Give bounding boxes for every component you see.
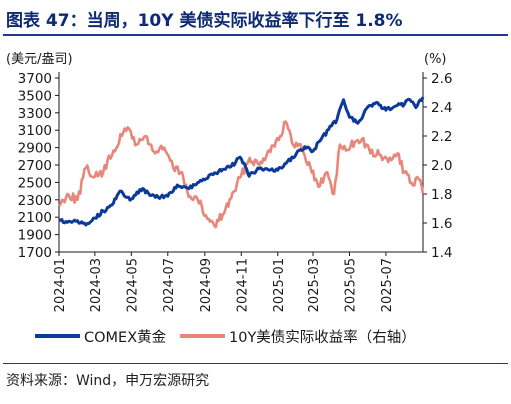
legend-label-gold: COMEX黄金 [84,329,167,346]
right-axis-tick-label: 2.2 [431,129,452,145]
left-axis-tick-label: 1900 [18,228,52,244]
left-axis-tick-label: 2300 [18,193,52,209]
x-axis-tick-label: 2024-07 [162,258,177,312]
left-axis-tick-label: 2100 [18,210,52,226]
legend: COMEX黄金 10Y美债实际收益率（右轴） [35,329,416,346]
page-title: 图表 47：当周，10Y 美债实际收益率下行至 1.8% [6,11,403,31]
left-axis-tick-label: 1700 [18,245,52,261]
left-axis-tick-label: 2500 [18,175,52,191]
right-axis-tick-label: 1.8 [431,187,452,203]
right-axis-tick-label: 1.6 [431,216,452,232]
series-lines [58,96,425,229]
footer-divider [3,363,508,364]
right-axis-tick-label: 2.6 [431,71,452,87]
left-axis-tick-label: 2700 [18,158,52,174]
series-line-comex-gold [58,96,425,227]
x-axis-tick-label: 2024-05 [125,258,140,312]
x-axis-tick-label: 2025-07 [380,258,395,312]
left-axis-tick-label: 3500 [18,88,52,104]
legend-label-yield: 10Y美债实际收益率（右轴） [229,329,416,346]
left-axis-unit-label: (美元/盎司) [6,52,73,67]
right-axis-unit-label: (%) [424,52,447,67]
x-axis-tick-label: 2025-03 [307,258,322,312]
left-axis-tick-label: 3100 [18,123,52,139]
title-divider [3,34,508,36]
series-line-real-yield [58,120,425,229]
left-axis-tick-label: 2900 [18,141,52,157]
x-axis-tick-label: 2024-11 [235,258,250,312]
right-axis-tick-label: 2.4 [431,100,452,116]
x-axis-tick-label: 2024-03 [89,258,104,312]
left-axis-tick-label: 3700 [18,71,52,87]
axes [55,72,427,256]
x-axis-tick-label: 2024-01 [53,258,68,312]
right-axis-tick-label: 2.0 [431,158,452,174]
source-note: 资料来源：Wind，申万宏源研究 [6,373,210,389]
left-axis-tick-label: 3300 [18,106,52,122]
right-axis-tick-label: 1.4 [431,245,452,261]
x-axis-tick-label: 2024-09 [199,258,214,312]
x-axis-tick-label: 2025-01 [272,258,287,312]
x-axis-tick-label: 2025-05 [343,258,358,312]
